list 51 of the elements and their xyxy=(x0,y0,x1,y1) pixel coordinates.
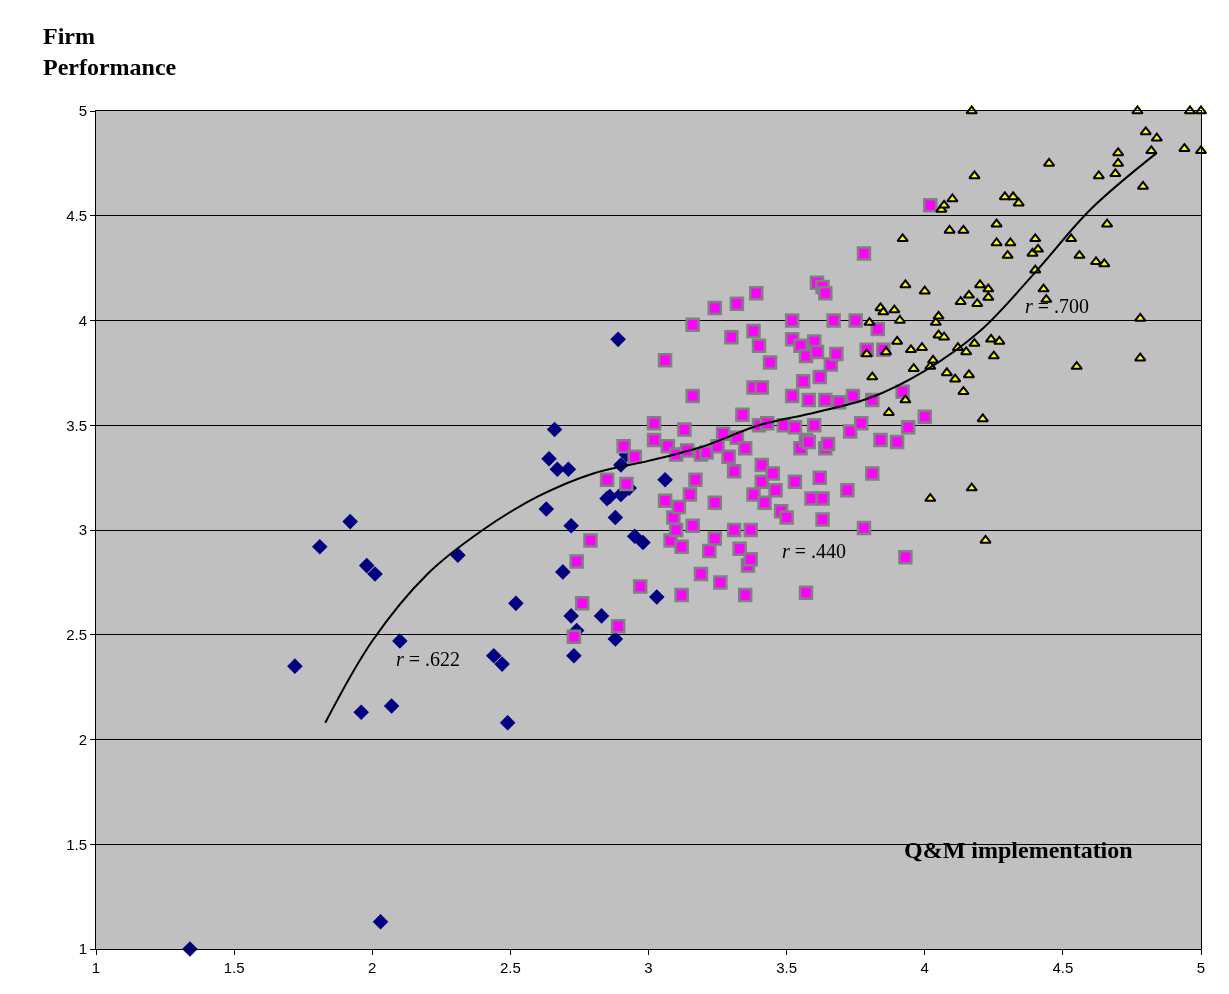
point xyxy=(486,647,502,664)
y-tick-label: 1.5 xyxy=(66,835,87,853)
x-tick-label: 4 xyxy=(920,959,929,976)
y-tick-label: 4 xyxy=(78,311,87,329)
x-tick-label: 3.5 xyxy=(776,959,798,976)
point xyxy=(392,633,408,649)
point xyxy=(555,564,571,580)
point xyxy=(494,656,510,672)
point xyxy=(541,450,557,467)
point xyxy=(563,518,579,534)
point xyxy=(287,658,303,674)
point xyxy=(657,471,673,488)
y-tick-label: 3.5 xyxy=(66,416,87,434)
point xyxy=(563,608,579,624)
point xyxy=(626,528,643,545)
point xyxy=(383,698,400,714)
y-tick-label: 3 xyxy=(78,521,87,539)
point xyxy=(538,501,555,517)
annotation: r = .622 xyxy=(396,648,461,670)
point xyxy=(372,913,389,930)
annotation: r = .700 xyxy=(1025,295,1090,317)
x-tick-label: 1.5 xyxy=(223,959,245,976)
point xyxy=(610,331,626,348)
y-tick-label: 5 xyxy=(78,102,87,120)
annotation: r = .440 xyxy=(782,540,847,562)
point xyxy=(311,538,328,555)
point xyxy=(367,566,383,582)
y-tick-label: 2.5 xyxy=(66,626,87,643)
point xyxy=(508,595,524,612)
point xyxy=(560,461,577,478)
y-axis-title: Firm Performance xyxy=(43,23,177,81)
point xyxy=(648,589,665,605)
y-tick-label: 4.5 xyxy=(66,207,87,224)
x-tick-label: 3 xyxy=(644,959,653,976)
point xyxy=(499,714,516,731)
point xyxy=(546,421,563,438)
x-tick-label: 2 xyxy=(368,959,377,976)
y-tick-label: 2 xyxy=(78,730,87,748)
y-tick-label: 1 xyxy=(78,940,87,958)
point xyxy=(635,534,651,551)
point xyxy=(566,647,582,664)
point xyxy=(342,513,358,530)
point xyxy=(358,557,375,574)
x-tick-label: 2.5 xyxy=(499,959,521,976)
x-tick-label: 5 xyxy=(1196,959,1206,976)
point xyxy=(607,509,624,526)
point xyxy=(593,608,610,624)
x-tick-label: 4.5 xyxy=(1052,959,1074,976)
point xyxy=(353,704,369,721)
x-tick-label: 1 xyxy=(91,959,101,976)
point xyxy=(607,631,624,647)
